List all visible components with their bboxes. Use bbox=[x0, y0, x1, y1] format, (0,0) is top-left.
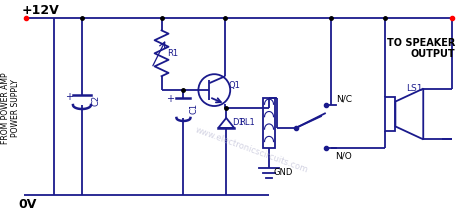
Text: Q1: Q1 bbox=[228, 81, 240, 90]
Text: +12V: +12V bbox=[21, 4, 59, 17]
Text: C1: C1 bbox=[190, 102, 199, 114]
Text: R1: R1 bbox=[167, 49, 178, 58]
Text: FROM POWER AMP
POWER SUPPLY: FROM POWER AMP POWER SUPPLY bbox=[0, 72, 20, 144]
Bar bbox=[263, 98, 275, 148]
Text: C2: C2 bbox=[91, 95, 100, 106]
Text: GND: GND bbox=[273, 168, 292, 177]
Text: +: + bbox=[65, 92, 73, 102]
Text: TO SPEAKER
OUTPUT: TO SPEAKER OUTPUT bbox=[387, 37, 455, 59]
Text: +: + bbox=[166, 94, 174, 104]
Text: D1: D1 bbox=[232, 118, 244, 127]
Text: N/O: N/O bbox=[335, 151, 352, 160]
Text: RL1: RL1 bbox=[239, 118, 255, 127]
Text: 0V: 0V bbox=[18, 198, 36, 211]
Text: N/C: N/C bbox=[336, 95, 352, 103]
Text: LS1: LS1 bbox=[406, 84, 422, 93]
Bar bbox=[385, 97, 395, 131]
Text: www.electronicscircuits.com: www.electronicscircuits.com bbox=[193, 125, 309, 174]
